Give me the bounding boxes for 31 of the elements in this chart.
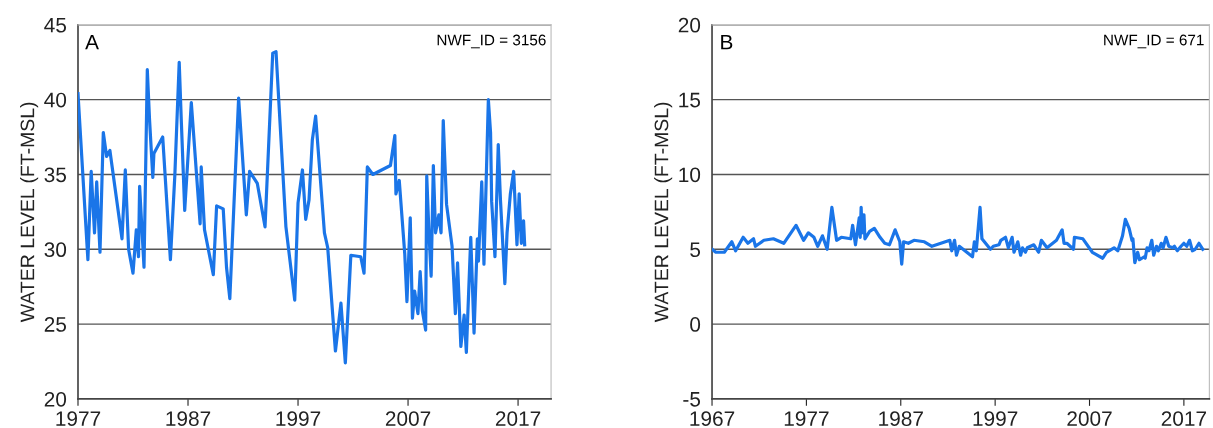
x-tick-label: 1987 <box>879 411 923 426</box>
annotation: A <box>85 34 99 50</box>
y-tick-label: -5 <box>683 392 701 407</box>
y-axis-title: WATER LEVEL (FT-MSL) <box>654 102 673 323</box>
x-tick-label: 2017 <box>1161 411 1207 426</box>
x-tick-label: 2007 <box>385 411 431 426</box>
y-tick-label: 5 <box>690 242 701 258</box>
x-tick-label: 1987 <box>166 411 211 426</box>
y-tick-label: 40 <box>44 92 67 108</box>
annotation: B <box>721 34 733 50</box>
line-series <box>712 205 1205 266</box>
x-tick-label: 1967 <box>690 411 735 426</box>
y-tick-label: 20 <box>44 391 67 407</box>
annotation: NWF_ID = 3156 <box>437 34 546 49</box>
y-tick-label: 30 <box>44 242 67 258</box>
y-tick-label: 10 <box>679 167 701 183</box>
x-tick-label: 1997 <box>973 411 1018 426</box>
x-tick-label: 1977 <box>784 411 829 426</box>
y-tick-label: 45 <box>44 18 67 33</box>
y-axis-title: WATER LEVEL (FT-MSL) <box>20 102 39 323</box>
y-tick-label: 0 <box>690 317 701 332</box>
y-tick-label: 25 <box>44 317 67 332</box>
x-tick-label: 2007 <box>1067 411 1112 426</box>
line-series <box>78 50 527 365</box>
y-tick-label: 20 <box>678 17 701 33</box>
x-tick-label: 1997 <box>276 411 321 426</box>
annotation: NWF_ID = 671 <box>1104 34 1204 49</box>
x-tick-label: 1977 <box>56 411 101 426</box>
y-tick-label: 15 <box>679 92 701 108</box>
y-tick-label: 35 <box>44 167 67 183</box>
x-tick-label: 2017 <box>495 411 541 426</box>
